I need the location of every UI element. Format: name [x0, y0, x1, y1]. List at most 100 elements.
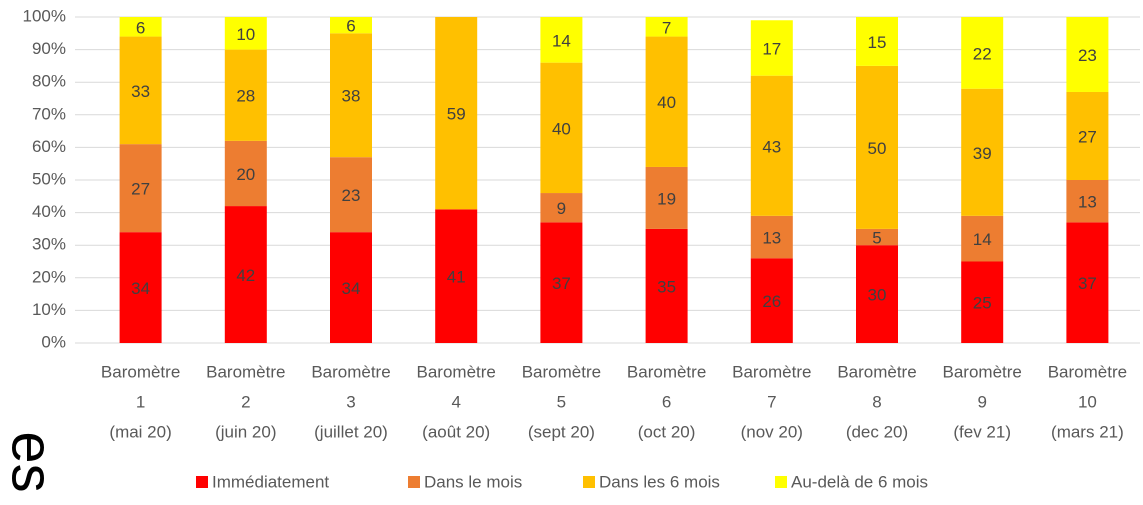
data-label: 23 — [1078, 46, 1097, 65]
bar-segment — [750, 258, 793, 343]
bar-segment — [330, 33, 372, 158]
x-tick-label: 4 — [451, 392, 460, 411]
bar-segment — [1066, 222, 1109, 343]
data-label: 39 — [973, 144, 992, 163]
y-tick-label: 100% — [23, 6, 66, 25]
x-tick-label: (dec 20) — [846, 422, 908, 441]
data-label: 34 — [131, 279, 150, 298]
bar-segment — [856, 17, 898, 66]
bar-segment — [1066, 91, 1109, 180]
x-tick-label: Baromètre — [837, 362, 916, 381]
data-label: 26 — [762, 292, 781, 311]
x-tick-label: (août 20) — [422, 422, 490, 441]
data-label: 35 — [657, 277, 676, 296]
bar-segment — [750, 75, 793, 216]
x-tick-label: (oct 20) — [638, 422, 696, 441]
data-label: 42 — [236, 266, 255, 285]
data-label: 7 — [662, 18, 671, 37]
data-label: 5 — [872, 229, 881, 248]
bar-segment — [224, 49, 267, 141]
data-label: 6 — [346, 17, 355, 36]
data-label: 40 — [552, 119, 571, 138]
bar-segment — [856, 65, 898, 229]
data-label: 37 — [552, 274, 571, 293]
bar-segment — [961, 88, 1004, 216]
data-label: 27 — [1078, 127, 1097, 146]
x-tick-label: (juin 20) — [215, 422, 276, 441]
bar-segment — [1066, 17, 1109, 92]
x-tick-label: Baromètre — [522, 362, 601, 381]
bar-segment — [961, 261, 1004, 343]
x-tick-label: Baromètre — [1048, 362, 1127, 381]
bar-segment — [645, 36, 688, 167]
bar-segment — [750, 215, 793, 259]
bar-segment — [435, 17, 478, 210]
x-tick-label: Baromètre — [627, 362, 706, 381]
x-tick-label: (mai 20) — [109, 422, 171, 441]
bar-segment — [435, 209, 478, 343]
bar-segment — [330, 17, 372, 34]
legend-swatch — [583, 476, 595, 488]
x-tick-label: 3 — [346, 392, 355, 411]
y-tick-label: 30% — [32, 235, 66, 254]
bar-segment — [540, 193, 583, 223]
x-tick-label: 5 — [557, 392, 566, 411]
bar-segment — [856, 245, 898, 343]
bar-segment — [645, 17, 688, 37]
y-tick-label: 0% — [41, 332, 66, 351]
bar-segment — [645, 166, 688, 229]
data-label: 30 — [868, 286, 887, 305]
data-label: 37 — [1078, 274, 1097, 293]
legend-swatch — [408, 476, 420, 488]
bar-segment — [961, 17, 1004, 89]
data-label: 9 — [557, 199, 566, 218]
x-tick-label: 8 — [872, 392, 881, 411]
y-tick-label: 60% — [32, 137, 66, 156]
bar-segment — [961, 215, 1004, 262]
bar-segment — [750, 20, 793, 76]
x-tick-label: (sept 20) — [528, 422, 595, 441]
data-label: 17 — [762, 39, 781, 58]
data-label: 13 — [762, 229, 781, 248]
legend-label: Immédiatement — [212, 472, 329, 491]
data-label: 15 — [868, 33, 887, 52]
legend-swatch — [196, 476, 208, 488]
x-tick-label: (mars 21) — [1051, 422, 1124, 441]
data-label: 34 — [342, 279, 361, 298]
bar-segment — [224, 17, 267, 50]
legend-label: Au-delà de 6 mois — [791, 472, 928, 491]
y-tick-label: 80% — [32, 72, 66, 91]
legend-label: Dans les 6 mois — [599, 472, 720, 491]
x-tick-label: 9 — [977, 392, 986, 411]
x-tick-label: (fev 21) — [953, 422, 1011, 441]
x-tick-label: (nov 20) — [741, 422, 803, 441]
x-tick-label: (juillet 20) — [314, 422, 388, 441]
bar-segment — [856, 228, 898, 246]
data-label: 13 — [1078, 193, 1097, 212]
data-label: 14 — [552, 31, 571, 50]
y-tick-label: 20% — [32, 267, 66, 286]
bar-segment — [224, 206, 267, 343]
data-label: 33 — [131, 82, 150, 101]
data-label: 50 — [868, 139, 887, 158]
data-label: 27 — [131, 180, 150, 199]
data-label: 41 — [447, 268, 466, 287]
x-tick-label: 7 — [767, 392, 776, 411]
x-tick-label: 6 — [662, 392, 671, 411]
bar-segment — [119, 36, 162, 145]
bar-segment — [119, 17, 162, 37]
bar-segment — [119, 144, 162, 233]
x-tick-label: Baromètre — [417, 362, 496, 381]
data-label: 38 — [342, 87, 361, 106]
x-tick-label: Baromètre — [311, 362, 390, 381]
x-tick-label: 1 — [136, 392, 145, 411]
y-tick-label: 40% — [32, 202, 66, 221]
data-label: 28 — [236, 87, 255, 106]
data-label: 10 — [236, 25, 255, 44]
x-tick-label: 2 — [241, 392, 250, 411]
y-tick-label: 50% — [32, 169, 66, 188]
x-tick-label: Baromètre — [101, 362, 180, 381]
data-label: 43 — [762, 137, 781, 156]
y-tick-label: 70% — [32, 104, 66, 123]
